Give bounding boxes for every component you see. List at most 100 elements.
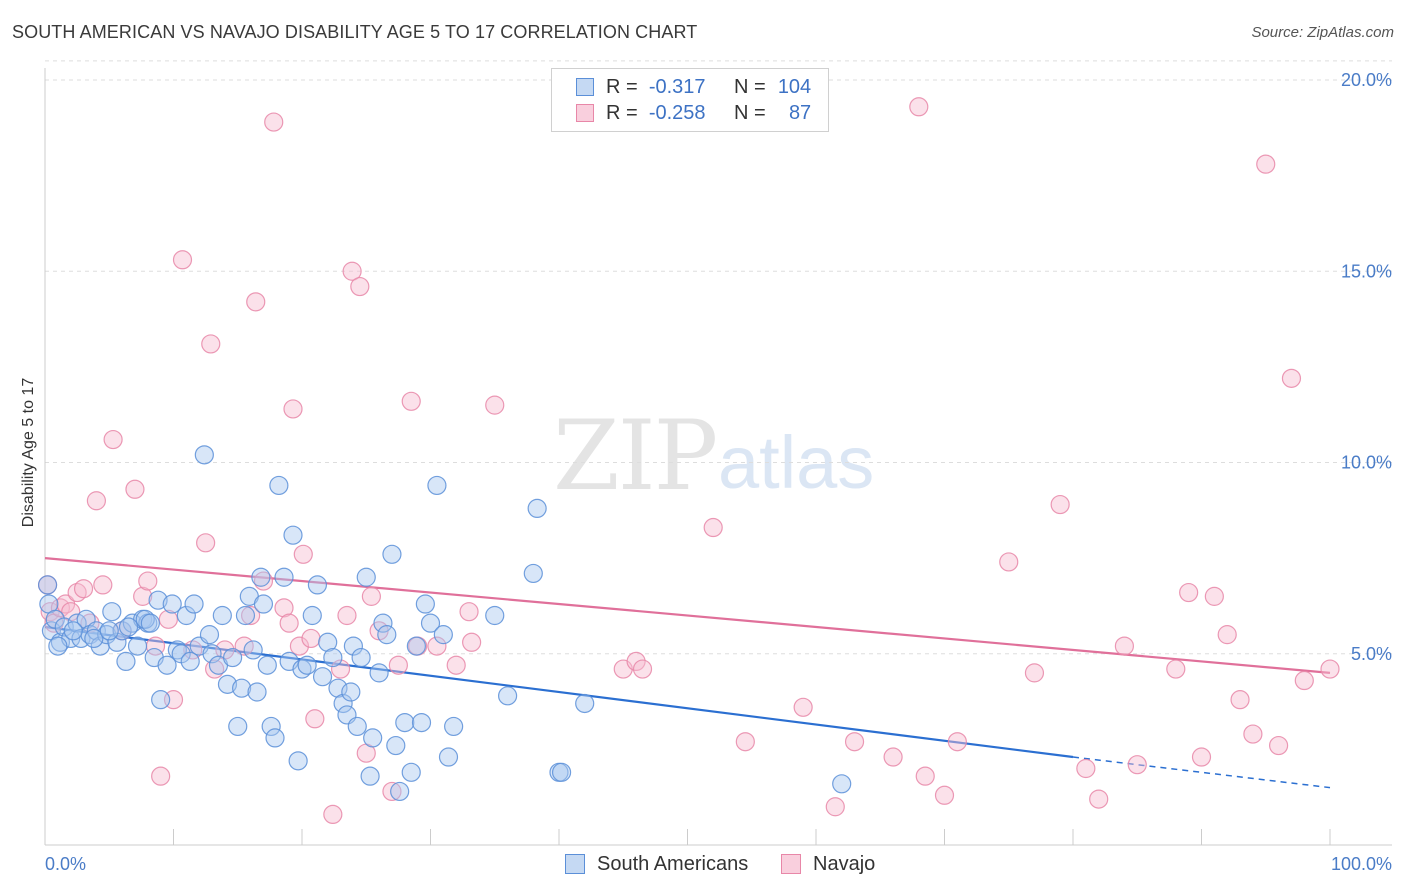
point-navajo (1114, 636, 1135, 656)
point-south-americans (37, 575, 58, 595)
point-south-americans (411, 712, 432, 733)
y-tick-label: 10.0% (1341, 453, 1392, 473)
point-navajo (1166, 659, 1186, 679)
point-south-americans (148, 590, 168, 610)
point-south-americans (401, 762, 421, 782)
point-south-americans (551, 762, 572, 782)
point-south-americans (232, 678, 252, 698)
point-south-americans (356, 567, 376, 587)
point-navajo (703, 517, 723, 538)
point-navajo (293, 544, 313, 564)
point-south-americans (318, 632, 338, 652)
point-navajo (274, 598, 294, 618)
watermark-zip: ZIP (553, 400, 718, 512)
point-south-americans (395, 712, 415, 733)
point-navajo (86, 491, 107, 511)
point-navajo (350, 276, 370, 297)
point-south-americans (343, 636, 363, 656)
point-south-americans (228, 716, 248, 737)
point-navajo (50, 598, 71, 618)
point-south-americans (433, 625, 453, 645)
point-south-americans (307, 575, 328, 595)
point-south-americans (223, 647, 243, 668)
point-south-americans (118, 617, 139, 637)
point-navajo (246, 292, 266, 312)
point-navajo (289, 636, 310, 656)
trendline-navajo (44, 557, 1331, 674)
point-south-americans (261, 716, 281, 737)
bottom-swatch-south-americans (565, 854, 585, 874)
point-navajo (626, 651, 646, 672)
point-south-americans (351, 647, 371, 668)
chart-source: Source: ZipAtlas.com (1251, 24, 1394, 41)
point-navajo (1204, 586, 1224, 606)
bottom-legend-label: Navajo (813, 852, 876, 875)
legend-r-label: R = (606, 101, 638, 124)
point-navajo (1191, 747, 1212, 767)
point-south-americans (199, 625, 220, 645)
point-south-americans (251, 567, 271, 587)
point-south-americans (341, 682, 361, 702)
point-south-americans (406, 636, 426, 656)
point-south-americans (386, 735, 406, 756)
legend-r-value: -0.317 (648, 75, 706, 98)
legend-r-value: -0.258 (648, 101, 706, 124)
point-navajo (73, 579, 94, 599)
bottom-legend-label: South Americans (597, 852, 749, 875)
point-south-americans (347, 716, 367, 737)
point-navajo (323, 804, 343, 825)
point-navajo (1230, 690, 1250, 710)
bottom-legend-navajo: Navajo (781, 851, 875, 877)
point-navajo (735, 732, 755, 752)
correlation-legend: R = -0.317 N = 104 R = -0.258 N = 87 (551, 68, 829, 132)
point-south-americans (420, 613, 441, 633)
point-south-americans (102, 602, 122, 622)
point-navajo (446, 655, 466, 675)
legend-n-label: N = (733, 101, 766, 124)
point-south-americans (382, 544, 402, 564)
point-south-americans (269, 475, 289, 496)
point-navajo (133, 586, 153, 606)
point-navajo (1281, 368, 1302, 388)
y-tick-label: 15.0% (1341, 261, 1392, 281)
point-navajo (283, 399, 303, 419)
point-south-americans (217, 674, 238, 694)
tick-labels: 5.0% 10.0% 15.0% 20.0% 0.0% 100.0% Disability … (20, 70, 1392, 874)
point-navajo (632, 659, 653, 679)
point-navajo (1320, 659, 1340, 679)
point-south-americans (99, 621, 119, 641)
trend-lines (44, 557, 1331, 789)
point-navajo (462, 632, 482, 652)
y-axis-title: Disability Age 5 to 17 (20, 378, 37, 528)
point-navajo (934, 785, 955, 805)
point-south-americans (297, 655, 317, 675)
point-navajo (125, 479, 145, 499)
point-south-americans (107, 632, 127, 652)
point-navajo (172, 250, 193, 270)
point-south-americans (832, 774, 852, 794)
point-south-americans (312, 667, 333, 687)
point-navajo (1294, 670, 1314, 691)
point-navajo (330, 659, 351, 679)
point-south-americans (302, 605, 322, 626)
point-navajo (947, 732, 967, 752)
point-navajo (205, 659, 225, 679)
point-navajo (915, 766, 935, 786)
point-south-americans (184, 594, 204, 614)
point-south-americans (523, 563, 543, 584)
point-navajo (305, 709, 325, 729)
point-south-americans (274, 567, 294, 587)
axes (44, 68, 1392, 846)
legend-n-value: 104 (777, 75, 812, 98)
point-south-americans (116, 651, 136, 672)
point-south-americans (247, 682, 267, 702)
point-navajo (1076, 758, 1096, 779)
point-south-americans (444, 716, 464, 737)
legend-n-value: 87 (788, 101, 812, 124)
x-tick-label-start: 0.0% (45, 854, 86, 874)
point-south-americans (202, 644, 222, 664)
gridlines (45, 60, 1392, 655)
point-navajo (1217, 625, 1237, 645)
point-south-americans (84, 628, 104, 649)
